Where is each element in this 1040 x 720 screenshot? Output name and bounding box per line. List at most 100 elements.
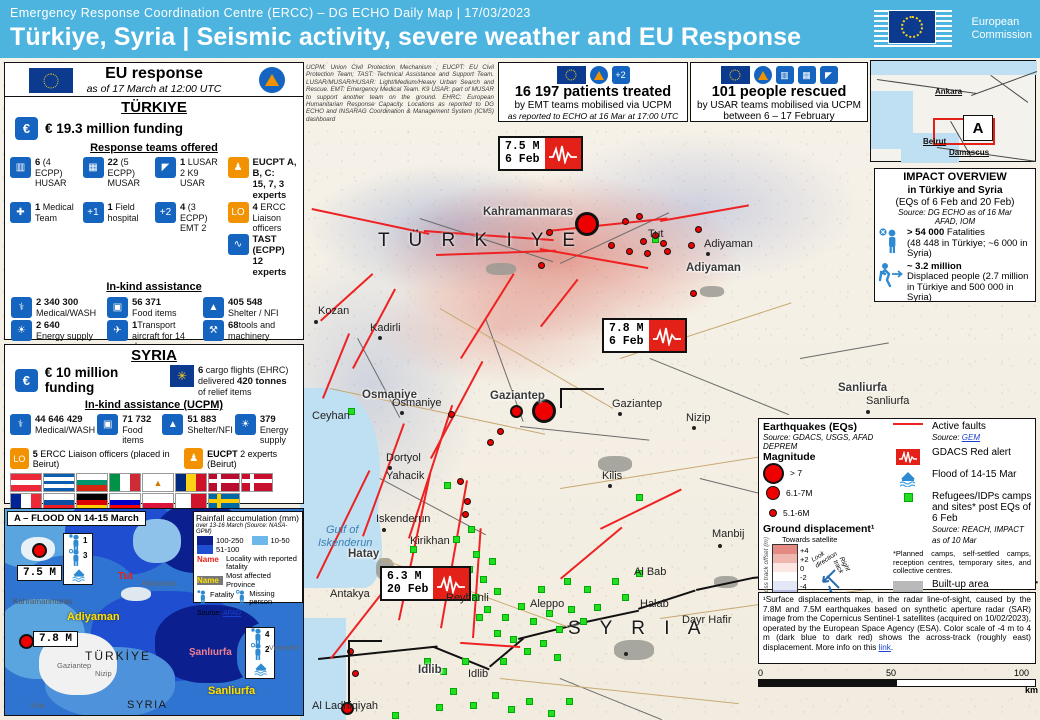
impact-period: (EQs of 6 Feb and 20 Feb) (895, 197, 1015, 208)
eu-flag-icon (29, 68, 73, 93)
field-hospital-icon: +1 (82, 202, 104, 223)
flood-class-100-250: 100-250 (194, 536, 247, 545)
flood-missing-count: 3 (83, 551, 88, 560)
flood-label-adiyaman-prov: Adiyaman (67, 611, 120, 623)
city-label: Kadirli (370, 322, 401, 334)
footnote-text: ¹Surface displacements map, in the radar… (763, 595, 1031, 652)
impact-source-1: Source: DG ECHO as of 16 Mar (898, 208, 1012, 217)
patients-treated-count: 16 197 patients treated (514, 84, 672, 100)
gem-link[interactable]: GEM (961, 433, 981, 442)
legend-mag-5-6: 5.1-6M (763, 503, 889, 523)
syria-inkind-shelter: ▲ 51 883 Shelter/NFI (162, 414, 233, 445)
eq-callout-7.8m[interactable]: 7.8 M 6 Feb (602, 318, 687, 353)
inkind-tools: ⚒ 68tools and machinery (203, 320, 297, 351)
eq-callout-magnitude: 6.3 M (387, 570, 422, 583)
inkind-energy: ☀ 2 640 Energy supply (11, 320, 105, 351)
legend-camps: Refugees/IDPs camps and sites* post EQs … (891, 491, 1033, 546)
medical-team-icon: ✚ (10, 202, 31, 223)
team-emt2: +2 4 (3 ECPP) EMT 2 (155, 202, 226, 233)
page-title: Türkiye, Syria | Seismic activity, sever… (10, 23, 802, 51)
shelter-icon: ▲ (162, 414, 184, 435)
flood-icon (899, 472, 916, 487)
medical-wash-icon: ⚕ (11, 297, 32, 318)
city-label: Idlib (468, 668, 489, 680)
eq-callout-7.5m[interactable]: 7.5 M 6 Feb (498, 136, 583, 171)
flood-casualty-box-adiyaman: 1 3 (63, 533, 93, 585)
impact-displaced-row: ~ 3.2 million Displaced people (2.7 milli… (875, 260, 1035, 304)
syria-inkind-energy: ☀ 379 Energy supply (234, 414, 298, 445)
food-icon: ▣ (97, 414, 119, 435)
team-medical: ✚ 1 Medical Team (10, 202, 81, 233)
eu-response-title: EU response (105, 65, 203, 82)
flood-inset-map[interactable]: A – FLOOD ON 14-15 March 7.5 M 7.8 M 1 3 (4, 508, 304, 716)
husar-icon: ▥ (10, 157, 31, 178)
people-rescued-count: 101 people rescued (711, 84, 847, 100)
turkiye-funding-amount: € 19.3 million funding (45, 121, 184, 136)
city-label: Aleppo (530, 598, 565, 610)
abbreviations-note: UCPM: Union Civil Protection Mechanism ;… (304, 62, 496, 150)
musar-icon: ▦ (82, 157, 104, 178)
legend-gdacs-alert: GDACS Red alert (891, 447, 1033, 465)
water-label: Iskenderun (318, 537, 373, 549)
eu-response-subtitle: as of 17 March at 12:00 UTC (86, 83, 222, 95)
province-label: Osmaniye (362, 389, 417, 401)
city-label: Reyhanli (446, 592, 489, 604)
builtup-area (598, 456, 632, 472)
camps-icon (903, 493, 913, 502)
legend-eq-source: Source: GDACS, USGS, AFAD DEPREM (763, 433, 874, 451)
displaced-icon (878, 262, 904, 292)
civil-protection-icon (753, 66, 772, 84)
gdacs-alert-icon (896, 449, 920, 465)
syria-liaison-row: LO 5 ERCC Liaison officers (placed in Be… (5, 446, 303, 471)
city-label: Ceyhan (312, 410, 350, 422)
callout-leader (560, 388, 562, 408)
locator-city-beirut: Beirut (923, 137, 947, 146)
shelter-icon: ▲ (203, 297, 224, 318)
city-label: Sanliurfa (866, 395, 910, 407)
lusar-icon: ◤ (819, 66, 838, 84)
more-info-link[interactable]: link (878, 642, 891, 652)
builtup-icon (893, 580, 923, 593)
inkind-transport: ✈1Transport aircraft for 14 days (107, 320, 201, 351)
team-husar: ▥ 6 (4 ECPP) HUSAR (10, 157, 81, 201)
medical-wash-icon: ⚕ (10, 414, 31, 435)
afad-link[interactable]: AFAD (222, 610, 241, 617)
eq-callout-6.3m[interactable]: 6.3 M 20 Feb (380, 566, 472, 601)
syria-inkind-grid: ⚕ 44 646 429 Medical/WASH ▣ 71 732 Food item… (5, 413, 303, 446)
ehrc-icon: ✳ (170, 365, 194, 387)
flood-magbox-7.8m: 7.8 M (33, 631, 79, 647)
flood-class-51-100: 51-100 (194, 545, 247, 554)
legend-mag-6-7: 6.1-7M (763, 483, 889, 503)
displaced-count: ~ 3.2 million (907, 260, 962, 272)
flood-label-sanliurfa-city: Şanlıurfa (189, 647, 232, 658)
locator-map[interactable]: A Ankara Beirut Damascus (870, 60, 1038, 163)
emt2-icon: +2 (611, 66, 630, 84)
flood-inset-header: A – FLOOD ON 14-15 March (7, 511, 146, 526)
missing-person-icon (236, 590, 247, 609)
syria-section-title: SYRIA (131, 347, 177, 364)
page-header: Emergency Response Coordination Centre (… (0, 0, 1040, 58)
flood-label-kahramanmaras: Kahramanmaras (13, 597, 73, 606)
inkind-shelter: ▲ 405 548 Shelter / NFI (203, 297, 297, 318)
flag-italy (109, 473, 141, 492)
scale-tick-50: 50 (886, 668, 897, 678)
fatalities-count: > 54 000 (907, 227, 945, 238)
european-commission-logo: European Commission (874, 6, 1034, 54)
syria-cargo-flights: ✳ 6 cargo flights (EHRC) delivered 420 to… (170, 365, 288, 397)
syria-response-panel: SYRIA € € 10 million funding ✳ 6 cargo f… (4, 344, 304, 535)
map-scale-bar: 0 50 100 km (758, 668, 1038, 695)
displacement-footnote: ¹Surface displacements map, in the radar… (758, 592, 1036, 664)
locator-sea-north (871, 61, 1037, 75)
eu-flag-icon (720, 66, 750, 84)
gdacs-red-alert-icon (544, 138, 581, 169)
eq-callout-date: 6 Feb (609, 334, 644, 348)
fatality-person-icon (69, 534, 82, 554)
flag-sweden (208, 493, 240, 512)
euro-icon: € (15, 117, 38, 140)
header-kicker: Emergency Response Coordination Centre (… (10, 6, 531, 20)
gdacs-red-alert-icon (648, 320, 685, 351)
flood-casualty-box-sanliurfa: 4 2 (245, 627, 275, 679)
callout-leader (348, 640, 382, 642)
water-label: Gulf of (326, 524, 359, 536)
legend-ground-top: Towards satellite (782, 535, 838, 544)
